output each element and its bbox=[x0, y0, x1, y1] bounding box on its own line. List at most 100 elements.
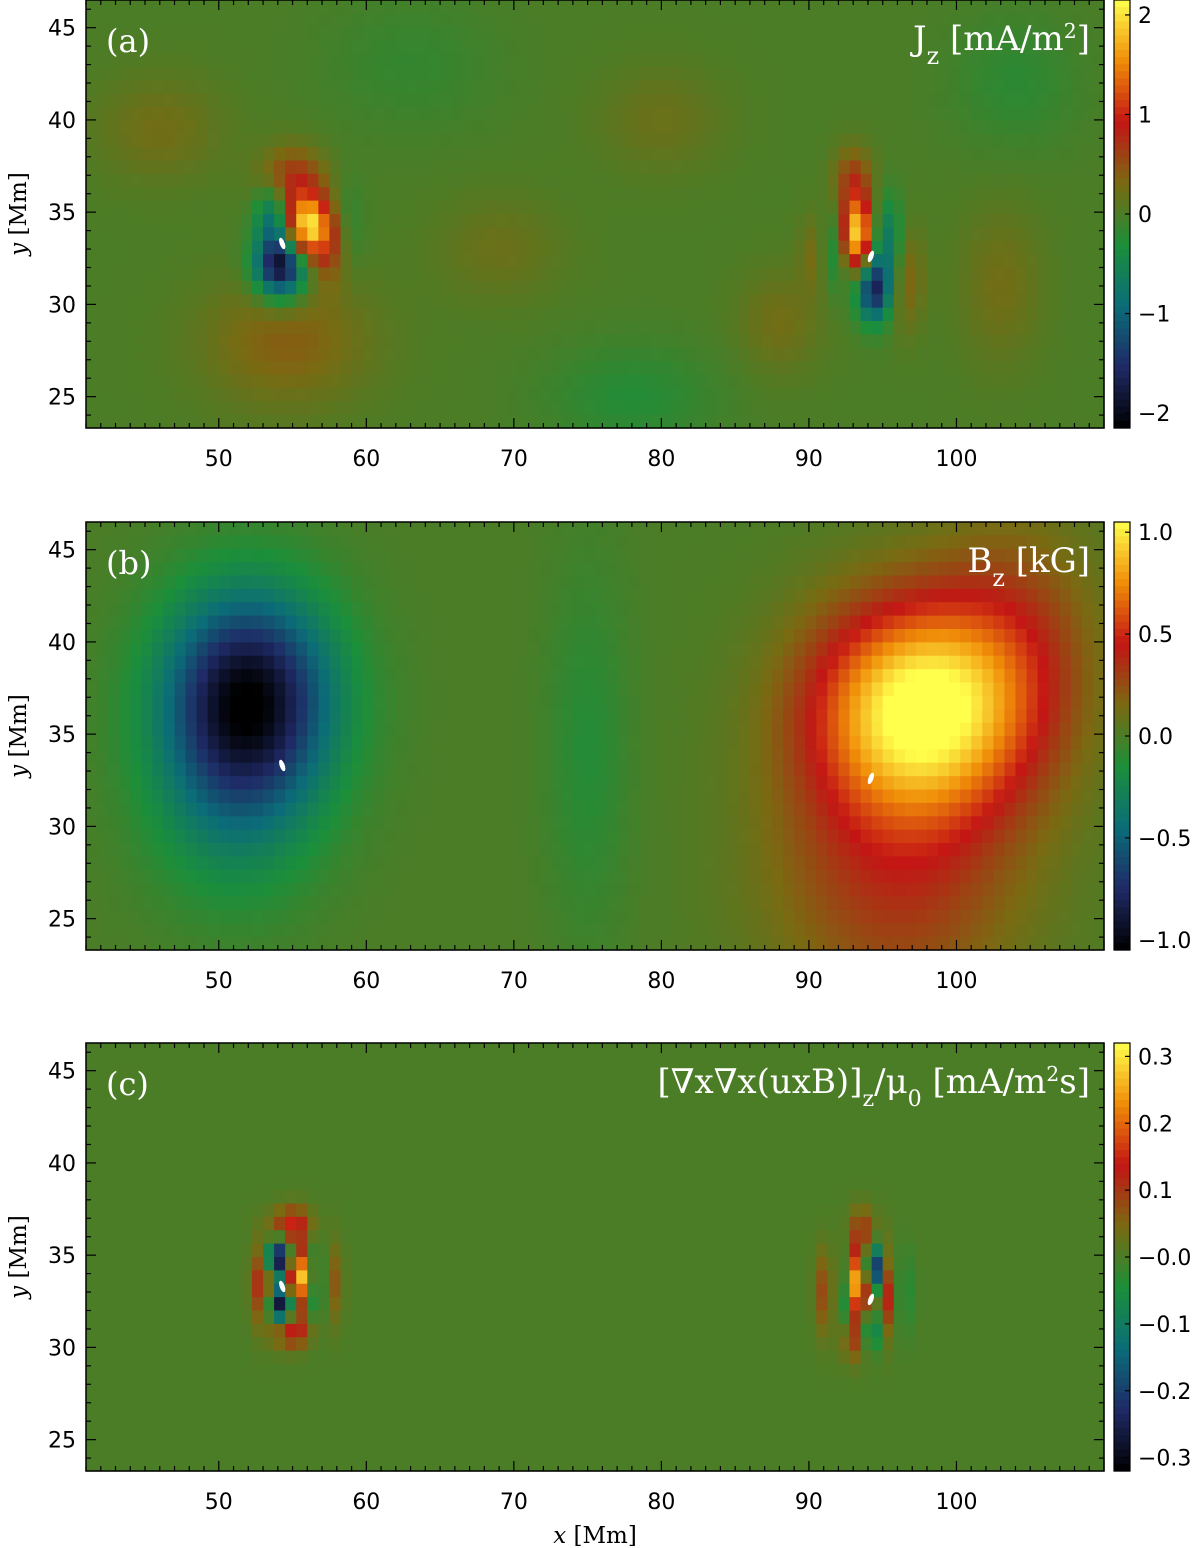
heatmap-cell bbox=[185, 147, 198, 162]
heatmap-cell bbox=[738, 187, 751, 202]
heatmap-cell bbox=[683, 267, 696, 282]
heatmap-cell bbox=[495, 294, 508, 309]
heatmap-cell bbox=[949, 401, 961, 416]
heatmap-cell bbox=[517, 66, 530, 81]
heatmap-cell bbox=[805, 361, 817, 376]
heatmap-cell bbox=[617, 669, 629, 684]
heatmap-cell bbox=[362, 294, 375, 309]
heatmap-cell bbox=[130, 709, 142, 724]
heatmap-cell bbox=[639, 107, 651, 121]
heatmap-cell bbox=[484, 200, 497, 215]
heatmap-cell bbox=[218, 361, 231, 376]
heatmap-cell bbox=[1092, 227, 1105, 242]
heatmap-cell bbox=[749, 615, 762, 630]
heatmap-cell bbox=[340, 762, 353, 777]
heatmap-cell bbox=[384, 254, 397, 269]
heatmap-cell bbox=[207, 53, 220, 68]
heatmap-cell bbox=[904, 401, 917, 416]
heatmap-cell bbox=[1004, 642, 1017, 657]
heatmap-cell bbox=[351, 40, 364, 55]
heatmap-cell bbox=[329, 307, 342, 322]
heatmap-cell bbox=[561, 66, 574, 81]
heatmap-cell bbox=[296, 187, 308, 202]
heatmap-cell bbox=[794, 53, 806, 68]
heatmap-cell bbox=[108, 40, 120, 55]
heatmap-cell bbox=[749, 401, 762, 416]
heatmap-cell bbox=[185, 294, 198, 309]
heatmap-cell bbox=[794, 280, 806, 295]
heatmap-cell bbox=[473, 602, 485, 617]
heatmap-cell bbox=[805, 602, 817, 617]
heatmap-cell bbox=[993, 562, 1006, 577]
heatmap-cell bbox=[816, 294, 828, 309]
heatmap-cell bbox=[938, 762, 950, 777]
heatmap-cell bbox=[749, 214, 762, 228]
heatmap-cell bbox=[606, 602, 618, 617]
heatmap-cell bbox=[174, 321, 187, 335]
heatmap-cell bbox=[417, 334, 430, 349]
heatmap-cell bbox=[1070, 0, 1083, 14]
heatmap-cell bbox=[417, 13, 430, 28]
heatmap-cell bbox=[1070, 602, 1083, 617]
heatmap-cell bbox=[86, 682, 98, 697]
heatmap-cell bbox=[185, 736, 198, 750]
heatmap-cell bbox=[429, 13, 441, 28]
heatmap-cell bbox=[1092, 0, 1105, 14]
heatmap-cell bbox=[827, 575, 840, 590]
heatmap-cell bbox=[174, 361, 187, 376]
heatmap-cell bbox=[318, 280, 331, 295]
heatmap-cell bbox=[628, 147, 640, 162]
heatmap-cell bbox=[639, 227, 651, 242]
heatmap-cell bbox=[373, 173, 386, 188]
heatmap-cell bbox=[949, 548, 961, 563]
heatmap-cell bbox=[451, 347, 463, 362]
heatmap-cell bbox=[583, 200, 596, 215]
heatmap-cell bbox=[296, 267, 308, 282]
heatmap-cell bbox=[340, 642, 353, 657]
heatmap-cell bbox=[694, 334, 707, 349]
heatmap-cell bbox=[893, 240, 906, 255]
heatmap-cell bbox=[893, 40, 906, 55]
heatmap-cell bbox=[1026, 669, 1039, 684]
heatmap-cell bbox=[1026, 227, 1039, 242]
heatmap-cell bbox=[1092, 588, 1105, 603]
heatmap-cell bbox=[484, 160, 497, 175]
heatmap-cell bbox=[650, 642, 662, 657]
heatmap-cell bbox=[163, 133, 176, 148]
heatmap-cell bbox=[1059, 535, 1072, 550]
heatmap-cell bbox=[639, 307, 651, 322]
heatmap-cell bbox=[550, 80, 563, 95]
heatmap-cell bbox=[893, 548, 906, 563]
heatmap-cell bbox=[727, 66, 740, 81]
heatmap-cell bbox=[583, 347, 596, 362]
heatmap-cell bbox=[738, 722, 751, 737]
heatmap-cell bbox=[617, 240, 629, 255]
heatmap-cell bbox=[351, 321, 364, 335]
heatmap-cell bbox=[982, 26, 994, 41]
heatmap-cell bbox=[517, 227, 530, 242]
heatmap-cell bbox=[329, 254, 342, 269]
heatmap-cell bbox=[805, 294, 817, 309]
heatmap-cell bbox=[152, 588, 165, 603]
heatmap-cell bbox=[783, 535, 795, 550]
heatmap-cell bbox=[119, 682, 131, 697]
heatmap-cell bbox=[727, 107, 740, 121]
heatmap-cell bbox=[1070, 629, 1083, 643]
heatmap-cell bbox=[163, 80, 176, 95]
heatmap-cell bbox=[772, 414, 784, 429]
heatmap-cell bbox=[617, 107, 629, 121]
heatmap-cell bbox=[860, 722, 873, 737]
heatmap-cell bbox=[86, 548, 98, 563]
heatmap-cell bbox=[993, 695, 1006, 710]
heatmap-cell bbox=[1092, 387, 1105, 402]
heatmap-cell bbox=[517, 40, 530, 55]
heatmap-cell bbox=[1048, 562, 1061, 577]
heatmap-cell bbox=[1059, 548, 1072, 563]
heatmap-cell bbox=[617, 588, 629, 603]
heatmap-cell bbox=[971, 66, 983, 81]
heatmap-cell bbox=[871, 334, 884, 349]
heatmap-cell bbox=[119, 334, 131, 349]
heatmap-cell bbox=[572, 321, 585, 335]
heatmap-cell bbox=[539, 615, 552, 630]
